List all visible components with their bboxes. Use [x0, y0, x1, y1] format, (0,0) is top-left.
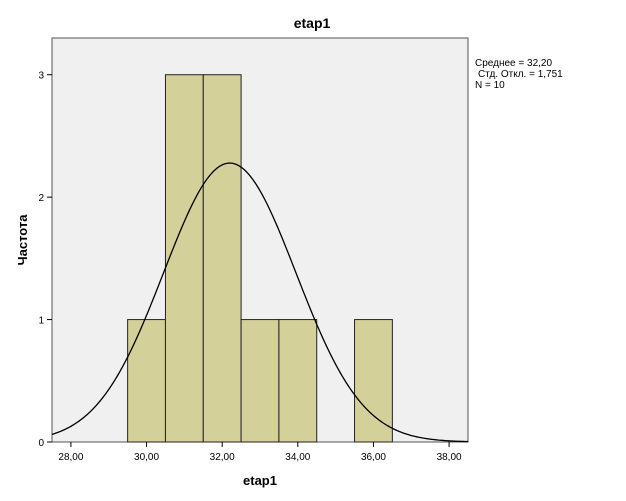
- y-tick-label: 3: [38, 71, 44, 82]
- x-axis-ticks: 28,00 30,00 32,00 34,00 36,00 38,00: [58, 442, 462, 463]
- stats-std: Стд. Откл. = 1,751: [478, 69, 563, 80]
- histogram-bar: [202, 74, 242, 443]
- x-axis-label: etap1: [243, 473, 277, 488]
- stats-n: N = 10: [475, 80, 505, 91]
- histogram-bars: [127, 74, 393, 443]
- histogram-bar: [164, 74, 204, 443]
- histogram-bar: [240, 319, 280, 443]
- x-tick-label: 30,00: [134, 452, 159, 463]
- y-tick-label: 2: [38, 193, 44, 204]
- y-tick-label: 1: [38, 316, 44, 327]
- histogram-bar: [278, 319, 318, 443]
- normal-curve: [51, 162, 469, 443]
- y-axis-label: Частота: [15, 214, 30, 266]
- y-tick-label: 0: [38, 438, 44, 449]
- stats-mean: Среднее = 32,20: [475, 58, 552, 69]
- x-tick-label: 36,00: [361, 452, 386, 463]
- x-tick-label: 38,00: [437, 452, 462, 463]
- chart-title: etap1: [294, 15, 331, 31]
- x-tick-label: 34,00: [285, 452, 310, 463]
- x-tick-label: 32,00: [210, 452, 235, 463]
- histogram-bar: [127, 319, 166, 443]
- x-tick-label: 28,00: [58, 452, 83, 463]
- histogram-bar: [354, 319, 393, 443]
- y-axis-ticks: 0 1 2 3: [38, 71, 52, 449]
